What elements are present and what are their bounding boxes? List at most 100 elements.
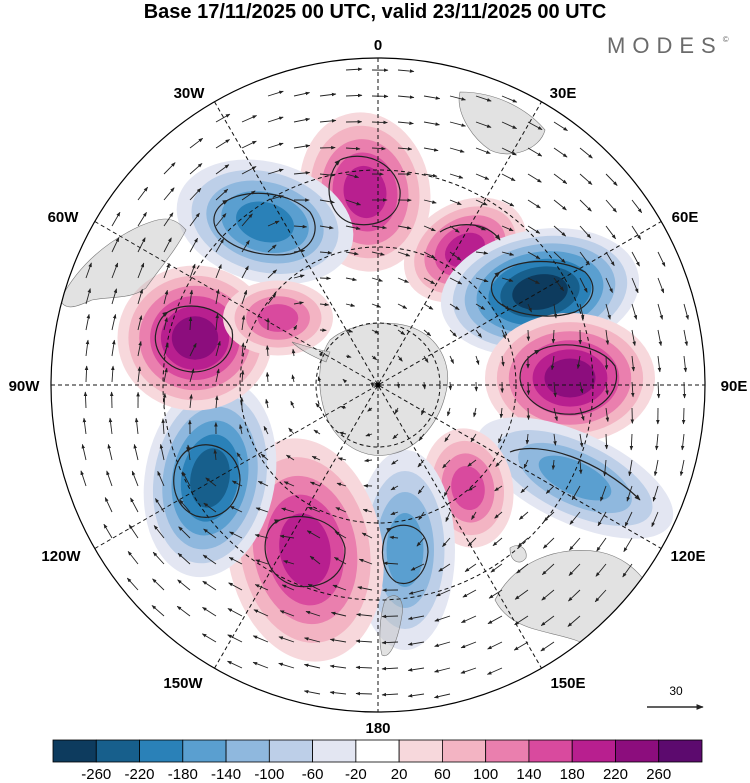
wind-vector	[381, 640, 399, 645]
wind-vector	[435, 589, 451, 597]
wind-vector	[423, 329, 432, 337]
wind-vector	[653, 459, 659, 477]
wind-vector	[265, 345, 270, 357]
wind-vector	[357, 586, 373, 591]
wind-vector	[103, 523, 113, 539]
wind-vector	[513, 641, 529, 651]
wind-vector	[501, 277, 514, 282]
colorbar-swatch	[312, 739, 357, 763]
wind-vector	[215, 188, 229, 201]
wind-vector	[523, 459, 529, 469]
wind-vector	[177, 579, 191, 591]
wind-vector	[600, 485, 607, 502]
wind-vector	[329, 638, 347, 643]
wind-vector	[293, 324, 298, 331]
wind-vector	[305, 610, 321, 617]
longitude-lines	[51, 58, 705, 712]
wind-vector	[631, 277, 639, 294]
brand-mark: ©	[722, 35, 729, 44]
wind-vector	[111, 288, 118, 305]
wind-vector	[553, 251, 566, 264]
wind-vector	[605, 303, 611, 320]
wind-vector	[475, 303, 486, 310]
page-title: Base 17/11/2025 00 UTC, valid 23/11/2025…	[143, 1, 607, 23]
wind-vector	[567, 615, 581, 627]
wind-vector	[391, 459, 399, 465]
wind-vector	[442, 537, 451, 547]
wind-vector	[155, 498, 165, 513]
wind-vector	[83, 391, 88, 409]
wind-vector	[651, 511, 659, 528]
wind-vector	[397, 251, 411, 257]
wind-vector	[137, 212, 147, 227]
anomaly-center-a2	[176, 159, 354, 285]
wind-vector	[626, 485, 633, 502]
wind-vector	[130, 497, 139, 513]
wind-vector	[475, 225, 486, 231]
wind-vector	[501, 251, 515, 256]
wind-vector	[501, 355, 505, 367]
wind-vector	[255, 559, 269, 565]
wind-reference-label: 30	[669, 684, 683, 698]
wind-vector	[306, 530, 321, 539]
wind-vector-layer	[80, 67, 689, 699]
wind-vector	[449, 199, 462, 206]
colorbar-label: -140	[211, 766, 241, 783]
wind-vector	[337, 457, 347, 461]
wind-vector	[443, 485, 451, 497]
wind-vector	[473, 407, 477, 418]
vortex-ring-a11	[154, 305, 234, 373]
wind-reference-key: 30	[647, 684, 704, 710]
map-disk	[51, 58, 705, 712]
wind-vector	[293, 274, 305, 279]
colorbar-swatch	[182, 739, 227, 763]
wind-vector	[176, 605, 191, 617]
wind-vector	[525, 433, 530, 445]
wind-vector	[631, 225, 642, 240]
wind-vector	[267, 90, 284, 97]
wind-vector	[448, 381, 453, 391]
wind-vector	[371, 251, 385, 256]
wind-vector	[241, 213, 253, 227]
wind-vector	[319, 92, 337, 97]
wind-vector	[550, 355, 555, 371]
wind-vector	[215, 113, 231, 123]
colorbar-label: -220	[125, 766, 155, 783]
wind-vector	[355, 691, 373, 696]
wind-vector	[345, 329, 354, 333]
vortex-ring-a5	[519, 344, 618, 415]
wind-vector	[408, 589, 425, 595]
wind-vector	[460, 667, 477, 674]
wind-vector	[423, 355, 429, 363]
wind-vector	[201, 633, 217, 643]
wind-vector	[423, 147, 439, 152]
wind-vector	[111, 237, 120, 253]
wind-vector	[293, 117, 311, 123]
wind-vector	[137, 366, 142, 383]
wind-vector	[416, 537, 425, 547]
wind-vector	[329, 690, 347, 695]
wind-vector	[85, 288, 91, 305]
wind-vector	[526, 329, 531, 342]
wind-vector	[345, 225, 361, 230]
wind-vector	[227, 634, 243, 643]
wind-vector	[389, 535, 399, 540]
vortex-ring-a4	[490, 260, 594, 317]
lon-label-150w: 150W	[163, 675, 203, 692]
colorbar-swatch	[441, 739, 487, 763]
wind-vector	[345, 277, 357, 282]
wind-vector	[410, 563, 425, 571]
wind-vector	[442, 459, 451, 469]
wind-vector	[371, 225, 387, 230]
wind-vector	[397, 303, 408, 309]
wind-vector	[254, 584, 269, 591]
wind-vector	[267, 293, 277, 305]
lon-label-120e: 120E	[670, 548, 705, 565]
wind-vector	[445, 511, 451, 523]
wind-vector	[434, 641, 451, 648]
wind-vector	[283, 560, 295, 565]
wind-vector	[434, 667, 451, 673]
wind-vector	[487, 641, 503, 650]
wind-vector	[433, 693, 451, 699]
wind-vector	[492, 537, 503, 547]
